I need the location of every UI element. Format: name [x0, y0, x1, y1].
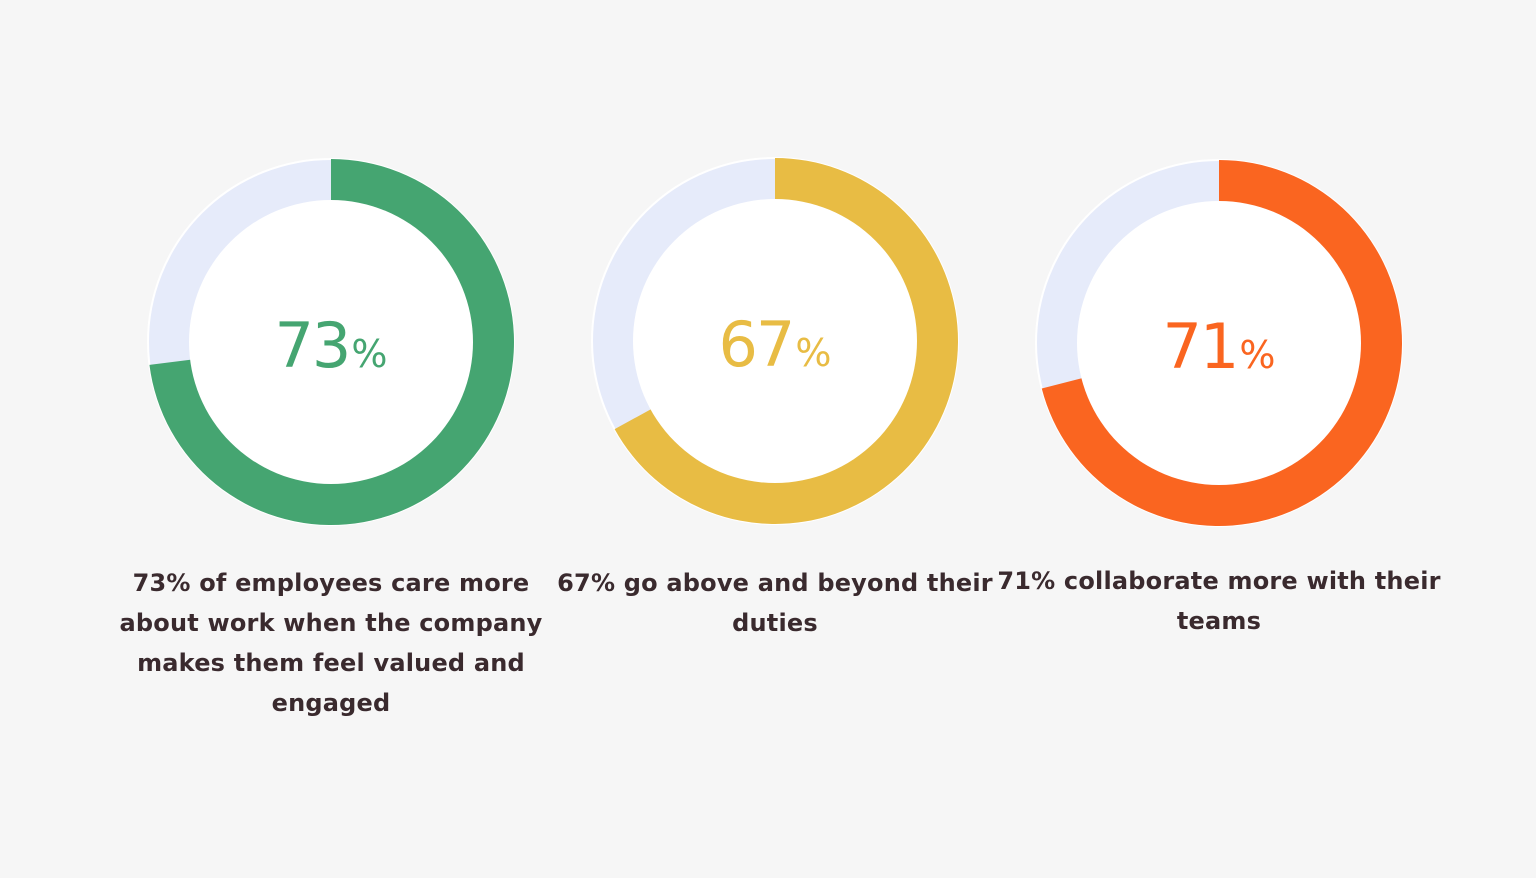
stat-above-beyond: 67% 67% go above and beyond their duties	[535, 0, 1015, 878]
value-unit: %	[1239, 333, 1276, 377]
stat-caption: 67% go above and beyond their duties	[557, 569, 993, 637]
donut-chart-above-beyond	[591, 157, 959, 525]
stat-employees-care: 73% 73% of employees care more about wor…	[91, 0, 571, 878]
donut-value-label: 67%	[585, 305, 965, 385]
donut-chart-employees-care	[147, 158, 515, 526]
donut-value-label: 73%	[141, 306, 521, 386]
stat-collaborate: 71% 71% collaborate more with their team…	[979, 0, 1459, 878]
stat-caption: 73% of employees care more about work wh…	[119, 569, 543, 717]
donut-value-label: 71%	[1029, 307, 1409, 387]
value-unit: %	[795, 331, 832, 375]
donut-center	[1077, 201, 1361, 485]
stat-caption: 71% collaborate more with their teams	[997, 567, 1441, 635]
value-number: 71	[1162, 310, 1239, 383]
donut-center	[633, 199, 917, 483]
value-number: 73	[274, 309, 351, 382]
donut-center	[189, 200, 473, 484]
value-unit: %	[351, 332, 388, 376]
donut-chart-collaborate	[1035, 159, 1403, 527]
value-number: 67	[718, 308, 795, 381]
